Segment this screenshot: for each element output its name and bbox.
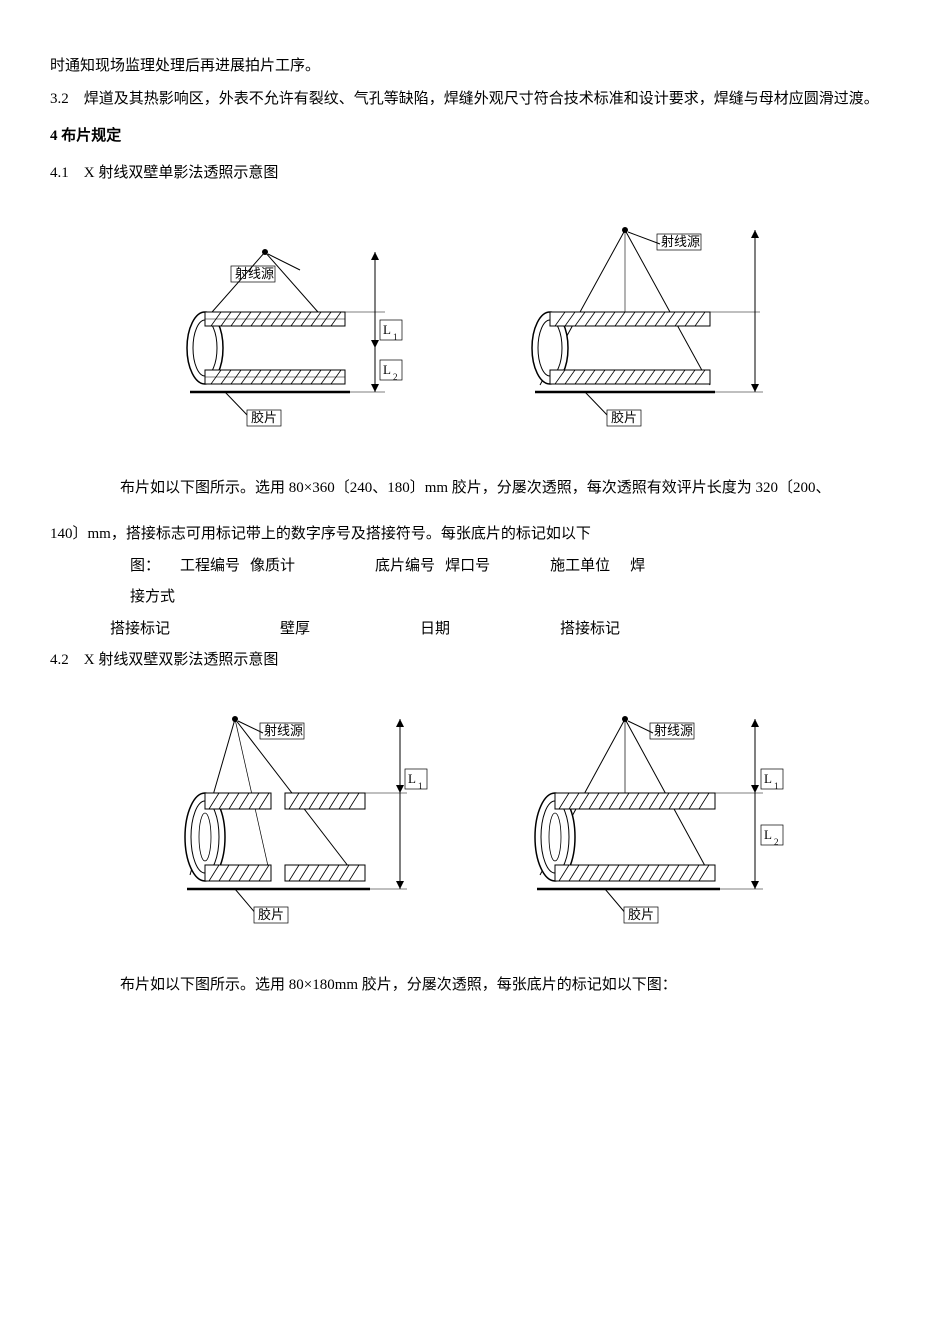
label2-d: 搭接标记 [560, 614, 620, 644]
label-row-2: 搭接标记 壁厚 日期 搭接标记 [110, 614, 900, 644]
figure-4-2-left: 射线源 胶片 [155, 707, 445, 950]
svg-text:胶片: 胶片 [611, 410, 637, 425]
figure-4-2-right: 射线源 胶片 L 1 [505, 707, 795, 950]
svg-text:L: L [383, 362, 391, 377]
svg-text:射线源: 射线源 [264, 723, 303, 738]
svg-text:2: 2 [774, 837, 779, 847]
label-row-1: 图： 工程编号 像质计 底片编号 焊口号 施工单位 焊 [130, 551, 900, 581]
svg-text:胶片: 胶片 [258, 907, 284, 922]
heading-4: 4 布片规定 [50, 120, 900, 153]
label-e: 施工单位 [550, 551, 610, 581]
label-c: 底片编号 [375, 551, 435, 581]
figure-4-1-row: 射线源 胶片 [50, 220, 900, 453]
label-prefix: 图： [130, 551, 160, 581]
caption-4-1-b: 140〕mm，搭接标志可用标记带上的数字序号及搭接符号。每张底片的标记如以下 [50, 518, 900, 551]
paragraph-4-1: 4.1 X 射线双壁单影法透照示意图 [50, 157, 900, 190]
svg-text:L: L [408, 771, 416, 786]
paragraph-3-1-tail: 时通知现场监理处理后再进展拍片工序。 [50, 50, 900, 83]
svg-text:L: L [764, 827, 772, 842]
figure-4-2-row: 射线源 胶片 [50, 707, 900, 950]
paragraph-3-2: 3.2 焊道及其热影响区，外表不允许有裂纹、气孔等缺陷，焊缝外观尺寸符合技术标准… [50, 83, 900, 116]
label-row-1-cont: 接方式 [130, 581, 900, 614]
svg-text:L: L [764, 771, 772, 786]
caption-4-2: 布片如以下图所示。选用 80×180mm 胶片，分屡次透照，每张底片的标记如以下… [120, 970, 860, 1000]
label-b: 像质计 [250, 551, 295, 581]
label2-c: 日期 [420, 614, 450, 644]
label-f: 焊 [630, 551, 645, 581]
svg-text:1: 1 [418, 781, 423, 791]
svg-text:2: 2 [393, 372, 398, 382]
label-film: 胶片 [251, 410, 277, 425]
figure-4-1-right: 射线源 胶片 [495, 220, 795, 453]
caption-4-1-a: 布片如以下图所示。选用 80×360〔240、180〕mm 胶片，分屡次透照，每… [120, 473, 860, 503]
label2-a: 搭接标记 [110, 614, 170, 644]
label-d: 焊口号 [445, 551, 490, 581]
svg-text:L: L [383, 322, 391, 337]
svg-text:1: 1 [393, 332, 398, 342]
svg-text:1: 1 [774, 781, 779, 791]
svg-text:射线源: 射线源 [661, 234, 700, 249]
svg-text:射线源: 射线源 [654, 723, 693, 738]
label2-b: 壁厚 [280, 614, 310, 644]
figure-4-1-left: 射线源 胶片 [155, 220, 435, 453]
svg-text:胶片: 胶片 [628, 907, 654, 922]
paragraph-4-2: 4.2 X 射线双壁双影法透照示意图 [50, 644, 900, 677]
label-a: 工程编号 [180, 551, 240, 581]
